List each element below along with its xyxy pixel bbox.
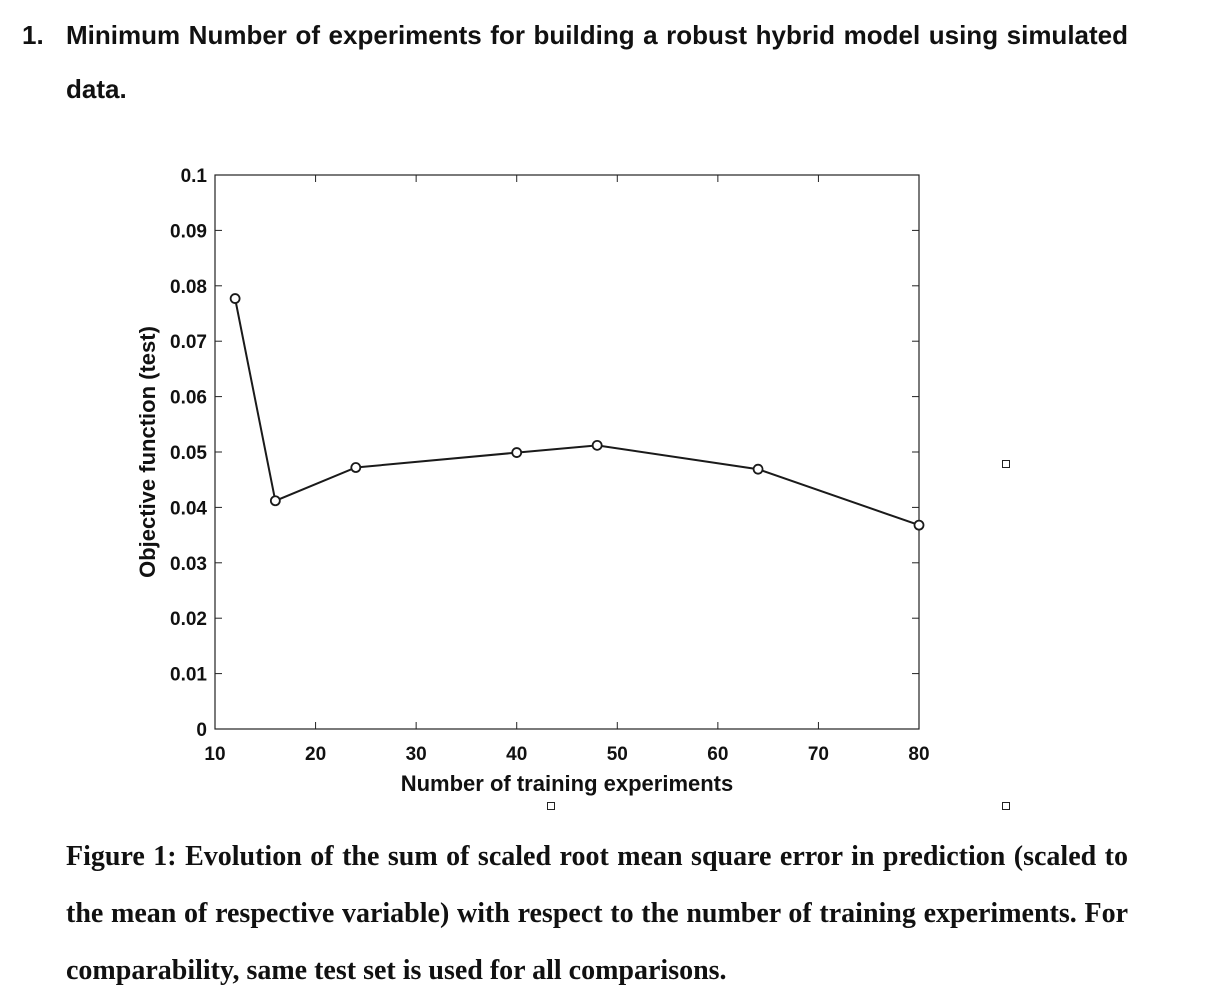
x-tick-label: 50 xyxy=(607,744,628,765)
y-tick-label: 0.08 xyxy=(170,277,207,298)
y-tick-label: 0.02 xyxy=(170,609,207,630)
y-tick-label: 0.01 xyxy=(170,665,207,686)
x-tick-label: 60 xyxy=(707,744,728,765)
section-number: 1. xyxy=(22,20,44,50)
x-tick-label: 20 xyxy=(305,744,326,765)
figure-caption: Figure 1: Evolution of the sum of scaled… xyxy=(66,841,1128,986)
data-point xyxy=(591,439,603,451)
y-tick-label: 0.03 xyxy=(170,554,207,575)
data-point xyxy=(350,462,362,473)
editor-marker xyxy=(1002,802,1010,810)
data-point xyxy=(229,293,241,304)
x-tick-label: 80 xyxy=(908,744,929,765)
y-tick-label: 0.07 xyxy=(170,332,207,353)
x-tick-label: 30 xyxy=(406,744,427,765)
y-tick-label: 0.1 xyxy=(181,166,208,187)
x-tick-label: 70 xyxy=(808,744,829,765)
x-tick-label: 40 xyxy=(506,744,527,765)
y-axis-label: Objective function (test) xyxy=(135,326,160,578)
data-point xyxy=(752,463,764,475)
section-title: Minimum Number of experiments for buildi… xyxy=(66,20,1128,104)
x-axis-label: Number of training experiments xyxy=(401,771,734,796)
y-tick-label: 0 xyxy=(196,720,207,741)
section-heading: 1. Minimum Number of experiments for bui… xyxy=(22,8,1128,116)
data-point xyxy=(269,495,281,507)
editor-marker xyxy=(1002,460,1010,468)
y-tick-label: 0.05 xyxy=(170,443,207,464)
y-tick-label: 0.04 xyxy=(170,498,207,519)
x-tick-label: 10 xyxy=(204,744,225,765)
y-tick-label: 0.09 xyxy=(170,221,207,242)
plot-frame xyxy=(214,174,920,730)
y-tick-label: 0.06 xyxy=(170,388,207,409)
editor-marker xyxy=(547,802,555,810)
data-point xyxy=(511,447,523,458)
data-point xyxy=(913,519,925,531)
series-line xyxy=(234,298,920,527)
